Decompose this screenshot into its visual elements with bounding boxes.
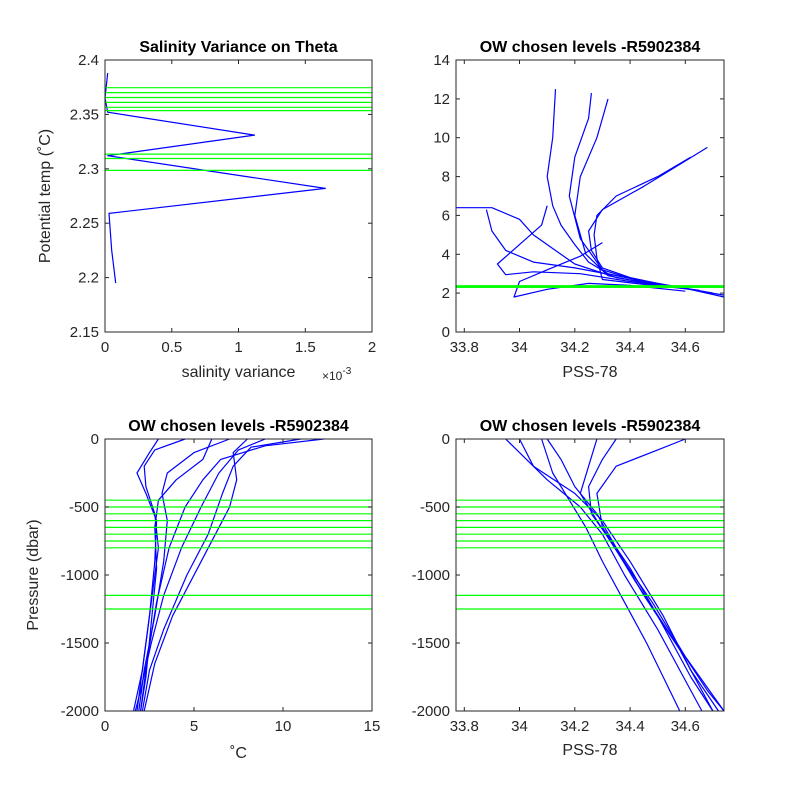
profile-line-6 <box>513 242 686 298</box>
x-tick-label: 33.8 <box>450 339 479 356</box>
axes-frame <box>455 438 725 712</box>
x-tick-label: 34.2 <box>560 718 589 735</box>
x-axis-label: salinity variance <box>182 364 296 381</box>
y-tick-label: -1000 <box>412 567 450 584</box>
panel-salinity-pressure: 33.8 34 34.2 34.4 34.6 -2000 -1500 -1000 -500 0 O… <box>412 418 725 759</box>
profile-line-5 <box>456 207 672 288</box>
x-tick-label: 1.5 <box>295 339 316 356</box>
x-tick-label: 34.4 <box>615 718 644 735</box>
axes-border <box>455 438 725 712</box>
x-tick-label: 34 <box>511 339 528 356</box>
x-tick-label: 34.6 <box>671 718 700 735</box>
y-tick-label: 14 <box>433 52 450 69</box>
x-tick-label: 34.6 <box>671 339 700 356</box>
profile-line-8 <box>568 92 645 284</box>
y-tick-label: 2.3 <box>78 161 99 178</box>
y-tick-label: 12 <box>433 91 450 108</box>
x-tick-label: 34 <box>511 718 528 735</box>
axes-frame <box>104 59 373 333</box>
profile-line-4 <box>593 156 700 291</box>
y-tick-label: 2.2 <box>78 270 99 287</box>
panel-salinity-variance: 0 0.5 1 1.5 2 2.15 2.2 2.25 2.3 2.35 2.4 Salinity … <box>37 39 376 383</box>
x-tick-label: 2 <box>368 339 376 356</box>
y-tick-label: -1000 <box>61 567 99 584</box>
y-tick-label: 0 <box>442 324 450 341</box>
x-tick-label: 0 <box>101 718 109 735</box>
y-tick-label: 0 <box>91 431 99 448</box>
y-tick-label: 2.4 <box>78 52 99 69</box>
profile-line-3 <box>496 205 691 290</box>
y-tick-label: -1500 <box>412 635 450 652</box>
axes-border <box>104 438 373 712</box>
y-axis-label: Pressure (dbar) <box>25 519 42 630</box>
y-tick-label: -500 <box>69 499 99 516</box>
x-axis-label: PSS-78 <box>562 364 617 381</box>
profile-line-6 <box>541 438 681 712</box>
y-tick-label: 0 <box>442 431 450 448</box>
y-tick-label: -500 <box>420 499 450 516</box>
y-tick-label: 8 <box>442 169 450 186</box>
y-axis-label: Potential temp (˚C) <box>37 129 54 263</box>
x-tick-label: 33.8 <box>450 718 479 735</box>
y-tick-label: -2000 <box>61 703 99 720</box>
y-tick-label: 10 <box>433 130 450 147</box>
x-tick-label: 10 <box>275 718 292 735</box>
y-tick-label: 6 <box>442 207 450 224</box>
axes-frame <box>104 438 373 712</box>
panel-title: OW chosen levels -R5902384 <box>480 39 701 56</box>
x-tick-label: 15 <box>364 718 381 735</box>
y-tick-label: -1500 <box>61 635 99 652</box>
panel-title: OW chosen levels -R5902384 <box>480 418 701 435</box>
panel-title: Salinity Variance on Theta <box>139 39 337 56</box>
x-tick-label: 1 <box>234 339 242 356</box>
y-tick-label: 4 <box>442 246 450 263</box>
axes-border <box>455 59 725 333</box>
x-axis-label: PSS-78 <box>562 742 617 759</box>
y-tick-label: -2000 <box>412 703 450 720</box>
x-axis-label: ˚C <box>230 745 247 762</box>
x-tick-label: 5 <box>190 718 198 735</box>
panel-title: OW chosen levels -R5902384 <box>128 418 349 435</box>
y-tick-label: 2 <box>442 285 450 302</box>
profile-line-2 <box>485 209 714 294</box>
x-tick-label: 0 <box>101 339 109 356</box>
x-tick-label: 0.5 <box>161 339 182 356</box>
panel-temperature-pressure: 0 5 10 15 -2000 -1500 -1000 -500 0 OW chosen lev… <box>25 418 380 762</box>
x-tick-label: 34.2 <box>560 339 589 356</box>
axes-border <box>104 59 373 333</box>
y-tick-label: 2.35 <box>70 106 99 123</box>
y-tick-label: 2.25 <box>70 215 99 232</box>
panel-theta-salinity: 33.8 34 34.2 34.4 34.6 0 2 4 6 8 10 12 14 OW chosen … <box>433 39 725 381</box>
y-tick-label: 2.15 <box>70 324 99 341</box>
x-axis-multiplier: ×10-3 <box>322 366 352 383</box>
x-tick-label: 34.4 <box>615 339 644 356</box>
